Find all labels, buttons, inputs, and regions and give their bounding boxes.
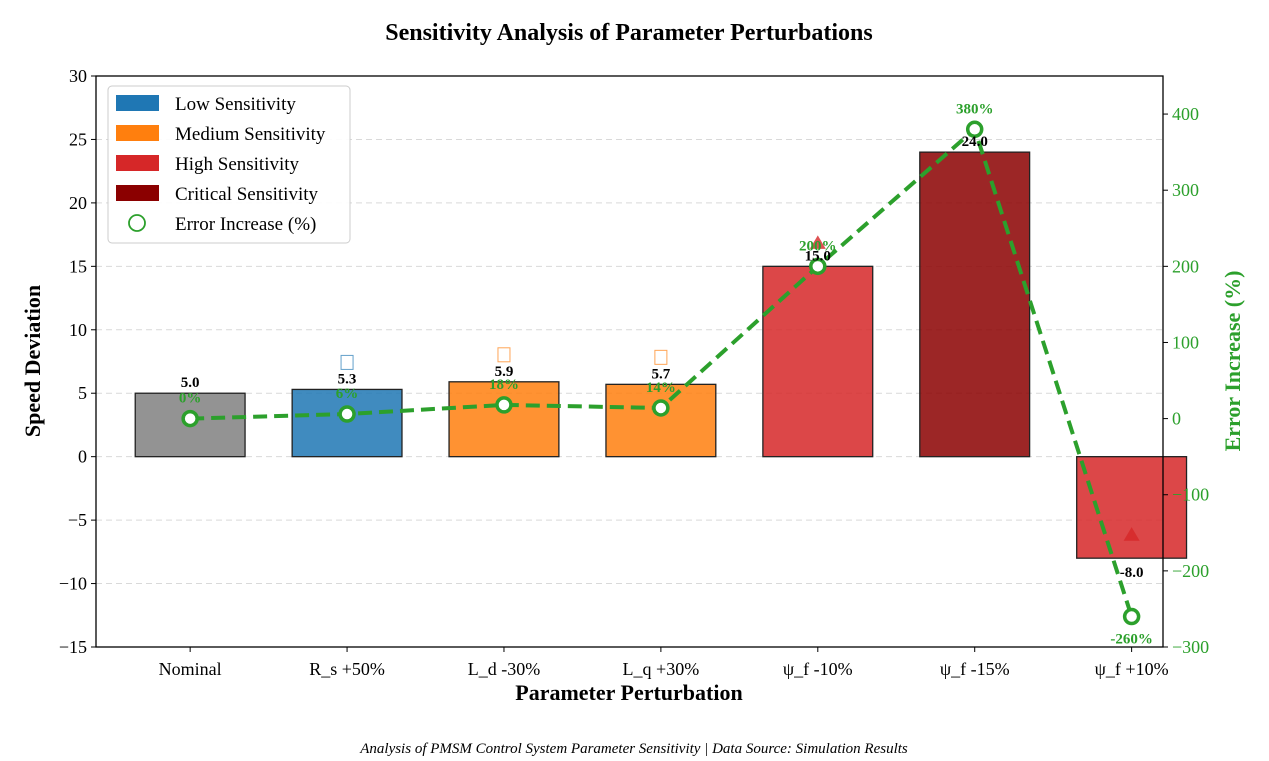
y-tick-label: 30: [69, 66, 87, 86]
error-line: [181, 120, 1141, 626]
right-axis-label: Error Increase (%): [1220, 271, 1245, 452]
right-tick-label: 300: [1172, 180, 1199, 200]
x-tick-label-2: L_d -30%: [468, 659, 540, 679]
y-tick-label: 25: [69, 129, 87, 149]
right-tick-label: 100: [1172, 332, 1199, 352]
value-label-5: 24.0: [962, 134, 988, 150]
y-tick-label: 10: [69, 320, 87, 340]
y-tick-label: −15: [59, 637, 87, 657]
error-label-1: 6%: [336, 386, 359, 402]
error-point-4: [809, 257, 827, 276]
legend-swatch-critical: [116, 185, 159, 201]
marker-square-3: [654, 349, 668, 365]
legend-swatch-low: [116, 95, 159, 111]
error-label-3: 14%: [646, 380, 676, 396]
legend-label-line: Error Increase (%): [175, 214, 316, 235]
error-label-5: 380%: [956, 101, 994, 117]
error-point-1: [338, 405, 356, 423]
plot-frame: [95, 75, 1164, 648]
value-label-6: -8.0: [1120, 565, 1144, 581]
y-tick-label: 0: [78, 447, 87, 467]
y-tick-label: −5: [68, 510, 87, 530]
caption: Analysis of PMSM Control System Paramete…: [359, 741, 908, 757]
bar-4: [762, 265, 874, 458]
right-tick-label: −300: [1172, 637, 1209, 657]
marker-square-2: [497, 347, 511, 363]
error-label-6: -260%: [1110, 632, 1153, 648]
y-axis-label: Speed Deviation: [20, 285, 45, 437]
x-tick-label-6: ψ_f +10%: [1095, 659, 1169, 679]
bars: [134, 151, 1188, 559]
right-tick-label: 200: [1172, 256, 1199, 276]
right-tick-label: 400: [1172, 104, 1199, 124]
y-tick-label: 15: [69, 256, 87, 276]
legend-box: [107, 85, 351, 244]
error-label-2: 18%: [489, 377, 519, 393]
right-tick-label: −100: [1172, 485, 1209, 505]
legend-label-high: High Sensitivity: [175, 154, 300, 175]
legend-label-low: Low Sensitivity: [175, 94, 296, 115]
data-labels: 5.0 5.3 5.9 5.7 15.0 24.0 -8.0 0% 6% 18% 14% 200% 38…: [179, 101, 1153, 647]
marker-triangle-6: [1123, 527, 1140, 541]
error-label-0: 0%: [179, 391, 202, 407]
y-tick-label: 5: [78, 383, 87, 403]
right-tick-label: −200: [1172, 561, 1209, 581]
x-tick-label-4: ψ_f -10%: [783, 659, 853, 679]
marker-square-1: [340, 354, 354, 370]
value-label-1: 5.3: [338, 371, 357, 387]
bar-6: [1076, 456, 1188, 559]
bar-1: [291, 388, 403, 458]
legend-swatch-high: [116, 155, 159, 171]
error-point-6: [1122, 607, 1141, 626]
bar-2: [448, 381, 560, 458]
y-tick-label: 20: [69, 193, 87, 213]
legend-label-critical: Critical Sensitivity: [175, 184, 319, 205]
bar-3: [605, 383, 717, 458]
legend-label-medium: Medium Sensitivity: [175, 124, 326, 145]
legend-swatch-medium: [116, 125, 159, 141]
marker-triangle-4: [809, 235, 826, 249]
value-label-2: 5.9: [495, 364, 514, 380]
right-tick-label: 0: [1172, 409, 1181, 429]
x-tick-label-3: L_q +30%: [623, 659, 700, 679]
y-tick-label: −10: [59, 574, 87, 594]
x-axis-label: Parameter Perturbation: [515, 680, 742, 705]
error-label-4: 200%: [799, 238, 837, 254]
error-point-0: [181, 409, 199, 428]
legend: Low Sensitivity Medium Sensitivity High Se…: [107, 85, 351, 244]
legend-swatch-line: [128, 214, 146, 232]
error-point-3: [652, 399, 670, 417]
error-point-2: [495, 396, 513, 414]
value-label-4: 15.0: [805, 248, 831, 264]
bar-5: [919, 151, 1031, 458]
error-point-5: [965, 120, 984, 139]
axes: −15 −10 −5 0 5 10 15 20 25 30 −300 −200 −100 0 100 200 3…: [59, 66, 1209, 679]
x-tick-label-1: R_s +50%: [309, 659, 385, 679]
chart-title: Sensitivity Analysis of Parameter Pertur…: [385, 20, 873, 46]
value-label-3: 5.7: [652, 366, 671, 382]
x-tick-label-0: Nominal: [159, 659, 222, 679]
sensitivity-markers: [340, 235, 1140, 541]
value-label-0: 5.0: [181, 375, 200, 391]
x-tick-label-5: ψ_f -15%: [940, 659, 1010, 679]
